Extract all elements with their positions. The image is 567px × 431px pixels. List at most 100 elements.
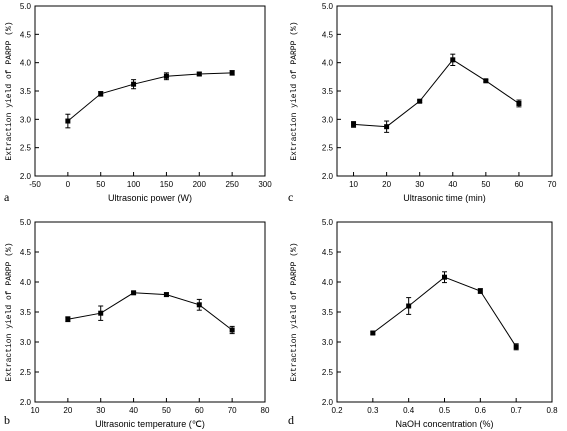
x-tick-label: 20 <box>63 406 72 415</box>
y-axis-label: Extraction yield of PARPP (%) <box>290 21 299 160</box>
y-tick-label: 4.5 <box>322 248 334 257</box>
chart-panel-d: 0.2 0.3 0.4 0.5 0.6 0.7 0.8 2.0 2.5 3.0 3.5 4.0 4.5 5… <box>288 218 558 429</box>
data-point <box>450 57 456 63</box>
data-point <box>65 316 71 322</box>
data-point <box>513 344 519 350</box>
series-line <box>372 276 517 348</box>
data-point <box>477 288 483 294</box>
y-tick-label: 4.0 <box>322 59 334 68</box>
y-tick-label: 3.5 <box>322 308 334 317</box>
x-tick-label: 300 <box>258 180 272 189</box>
data-point <box>516 100 522 106</box>
data-point <box>384 124 390 130</box>
x-tick-label: 0.2 <box>331 406 343 415</box>
x-tick-label: 30 <box>415 180 424 189</box>
y-tick-label: 2.0 <box>20 172 32 181</box>
x-tick-label: 70 <box>548 180 557 189</box>
data-point <box>98 91 104 97</box>
y-tick-label: 4.5 <box>20 248 32 257</box>
y-tick-label: 4.5 <box>20 30 32 39</box>
data-point <box>98 310 104 316</box>
y-tick-label: 4.0 <box>20 59 32 68</box>
plot-frame <box>336 5 553 177</box>
x-tick-label: 10 <box>31 406 40 415</box>
y-tick-label: 3.0 <box>322 115 334 124</box>
x-tick-label: 0.3 <box>367 406 379 415</box>
x-tick-label: 50 <box>481 180 490 189</box>
x-tick-label: 20 <box>382 180 391 189</box>
x-tick-label: 200 <box>193 180 207 189</box>
y-tick-label: 5.0 <box>20 218 32 227</box>
x-tick-label: 60 <box>514 180 523 189</box>
data-point <box>406 303 412 309</box>
x-tick-label: -50 <box>29 180 41 189</box>
y-axis-label: Extraction yield of PARPP (%) <box>5 242 14 381</box>
chart-panel-a: -50 0 50 100 150 200 250 300 2.0 2.5 3.0 3.5 4.0 4.5 5… <box>4 2 272 204</box>
y-tick-label: 4.0 <box>20 278 32 287</box>
x-tick-label: 10 <box>349 180 358 189</box>
chart-panel-b: 10 20 30 40 50 60 70 80 2.0 2.5 3.0 3.5 4.0 4.5 5.0 Ult… <box>4 218 270 429</box>
y-tick-label: 2.0 <box>322 172 334 181</box>
chart-panel-c: 10 20 30 40 50 60 70 2.0 2.5 3.0 3.5 4.0 4.5 5.0 Ultra… <box>288 2 557 204</box>
y-tick-label: 5.0 <box>322 218 334 227</box>
plot-frame <box>336 221 553 403</box>
y-tick-label: 3.5 <box>20 87 32 96</box>
y-tick-label: 3.0 <box>20 338 32 347</box>
data-point <box>442 274 447 280</box>
series-line <box>67 292 233 331</box>
y-tick-label: 2.0 <box>322 398 334 407</box>
y-tick-label: 4.0 <box>322 278 334 287</box>
x-tick-label: 50 <box>96 180 105 189</box>
data-point <box>163 292 169 298</box>
x-tick-label: 50 <box>162 406 171 415</box>
data-point <box>370 330 376 336</box>
x-tick-label: 70 <box>228 406 237 415</box>
plot-frame <box>34 5 266 177</box>
data-point <box>196 302 202 308</box>
x-tick-label: 60 <box>195 406 204 415</box>
y-tick-label: 5.0 <box>20 2 32 11</box>
data-point <box>351 121 357 127</box>
plot-frame <box>34 221 266 403</box>
x-tick-label: 0.5 <box>439 406 451 415</box>
y-tick-label: 3.5 <box>20 308 32 317</box>
x-tick-label: 0.8 <box>546 406 558 415</box>
data-point <box>163 73 169 79</box>
data-point <box>65 118 71 124</box>
data-point <box>196 71 202 77</box>
x-axis-label: Ultrasonic time (min) <box>403 193 486 203</box>
y-tick-label: 2.0 <box>20 398 32 407</box>
x-tick-label: 0.7 <box>511 406 523 415</box>
y-tick-label: 2.5 <box>20 144 32 153</box>
y-axis-label: Extraction yield of PARPP (%) <box>290 242 299 381</box>
y-tick-label: 3.0 <box>322 338 334 347</box>
y-tick-label: 2.5 <box>322 368 334 377</box>
y-tick-label: 2.5 <box>20 368 32 377</box>
data-point <box>131 290 137 296</box>
y-tick-label: 4.5 <box>322 30 334 39</box>
panel-letter: a <box>4 190 10 204</box>
y-tick-label: 5.0 <box>322 2 334 11</box>
x-tick-label: 250 <box>225 180 239 189</box>
data-point <box>417 98 423 104</box>
series-line <box>353 59 520 128</box>
x-axis-label: NaOH concentration (%) <box>395 419 493 429</box>
data-point <box>229 70 235 76</box>
panel-letter: b <box>4 413 10 427</box>
panel-letter: d <box>288 413 294 427</box>
x-tick-label: 30 <box>96 406 105 415</box>
series-line <box>67 72 233 122</box>
x-tick-label: 40 <box>129 406 138 415</box>
data-point <box>131 81 137 87</box>
data-point <box>483 78 489 84</box>
data-point <box>229 327 235 333</box>
y-axis-label: Extraction yield of PARPP (%) <box>5 21 14 160</box>
y-tick-label: 3.0 <box>20 115 32 124</box>
x-tick-label: 0.6 <box>475 406 487 415</box>
x-axis-label: Ultrasonic power (W) <box>108 193 192 203</box>
panel-letter: c <box>288 190 293 204</box>
y-tick-label: 3.5 <box>322 87 334 96</box>
x-tick-label: 150 <box>160 180 174 189</box>
x-tick-label: 100 <box>127 180 141 189</box>
